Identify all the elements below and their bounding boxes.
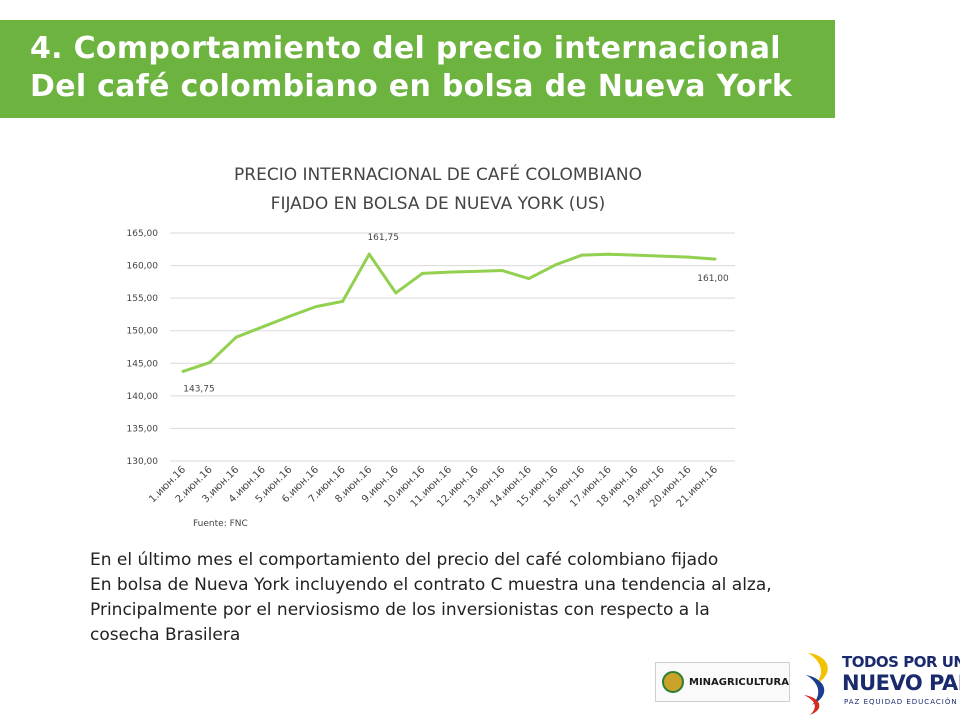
slogan-line3: PAZ EQUIDAD EDUCACIÓN xyxy=(844,698,958,706)
slogan-line1: TODOS POR UN xyxy=(842,653,960,671)
minagricultura-text: MINAGRICULTURA xyxy=(689,676,789,688)
y-tick-label: 140,00 xyxy=(127,392,159,402)
slogan-line2: NUEVO PAÍS xyxy=(842,671,960,695)
data-point xyxy=(208,361,212,365)
y-tick-label: 150,00 xyxy=(127,327,159,337)
data-label: 161,75 xyxy=(367,233,399,243)
chart-title-line2: FIJADO EN BOLSA DE NUEVA YORK (US) xyxy=(271,194,606,214)
page-title-line2: Del café colombiano en bolsa de Nueva Yo… xyxy=(30,69,793,104)
data-point xyxy=(367,252,371,256)
commentary-line-4: cosecha Brasilera xyxy=(90,625,241,645)
coat-of-arms-icon xyxy=(662,671,684,693)
data-point xyxy=(447,270,451,274)
data-point xyxy=(341,299,345,303)
data-point xyxy=(394,291,398,295)
data-point xyxy=(580,253,584,257)
y-tick-label: 155,00 xyxy=(127,294,159,304)
data-point xyxy=(713,257,717,261)
minagricultura-logo: MINAGRICULTURA xyxy=(655,662,790,702)
commentary-line-2: En bolsa de Nueva York incluyendo el con… xyxy=(90,575,772,595)
data-point xyxy=(607,252,611,256)
chart-title-line1: PRECIO INTERNACIONAL DE CAFÉ COLOMBIANO xyxy=(234,163,642,185)
data-point xyxy=(660,254,664,258)
data-point xyxy=(420,271,424,275)
data-point xyxy=(261,325,265,329)
chart-gridlines xyxy=(170,232,735,462)
data-labels: 143,75 161,75 161,00 xyxy=(183,233,729,394)
y-tick-label: 165,00 xyxy=(127,229,159,239)
data-point xyxy=(686,255,690,259)
data-point xyxy=(633,253,637,257)
series-layer xyxy=(181,252,717,373)
data-label: 143,75 xyxy=(183,384,215,394)
commentary-text: En el último mes el comportamiento del p… xyxy=(90,548,890,648)
data-point xyxy=(287,314,291,318)
y-axis-ticks: 130,00 135,00 140,00 145,00 150,00 155,00 160,… xyxy=(127,229,159,467)
data-point xyxy=(553,263,557,267)
page-title-line1: 4. Comportamiento del precio internacion… xyxy=(30,31,781,66)
data-point xyxy=(234,335,238,339)
todos-por-un-nuevo-pais-logo: TODOS POR UN NUEVO PAÍS PAZ EQUIDAD EDUC… xyxy=(800,645,960,717)
data-point xyxy=(527,277,531,281)
y-tick-label: 160,00 xyxy=(127,262,159,272)
commentary-line-3: Principalmente por el nerviosismo de los… xyxy=(90,600,710,620)
tricolor-swirl-icon xyxy=(804,653,828,715)
y-tick-label: 145,00 xyxy=(127,359,159,369)
chart-source: Fuente: FNC xyxy=(193,519,248,529)
data-label: 161,00 xyxy=(697,274,729,284)
commentary-line-1: En el último mes el comportamiento del p… xyxy=(90,550,719,570)
data-point xyxy=(314,305,318,309)
x-axis-ticks: 1.июн.162.июн.163.июн.164.июн.165.июн.16… xyxy=(147,464,720,509)
title-banner: 4. Comportamiento del precio internacion… xyxy=(0,20,835,118)
data-point xyxy=(181,369,185,373)
y-tick-label: 130,00 xyxy=(127,457,159,467)
y-tick-label: 135,00 xyxy=(127,424,159,434)
data-point xyxy=(474,269,478,273)
data-point xyxy=(500,268,504,272)
